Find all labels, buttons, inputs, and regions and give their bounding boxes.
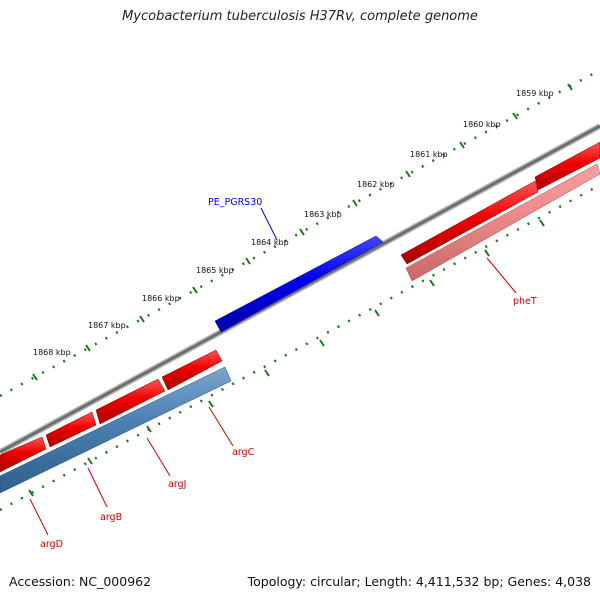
- minor-tick: [374, 309, 380, 317]
- forward-strand-features[interactable]: [214, 141, 600, 333]
- minor-tick: [484, 249, 490, 257]
- accession-text: Accession: NC_000962: [9, 574, 152, 589]
- tick-label: 1864 kbp: [251, 238, 289, 247]
- genome-backbone-core: [0, 124, 600, 454]
- gene-label-argd: argD: [40, 539, 63, 550]
- major-tick: [192, 286, 198, 294]
- tick-label: 1867 kbp: [88, 321, 126, 330]
- inner-tick-track: [0, 183, 600, 512]
- reverse-strand-features[interactable]: [0, 349, 223, 473]
- minor-tick: [539, 219, 545, 227]
- leader-argj: [146, 437, 171, 477]
- gene-label-phet: pheT: [513, 296, 537, 307]
- leader-phet: [486, 257, 517, 294]
- major-tick: [139, 315, 145, 323]
- leader-argb: [87, 467, 108, 508]
- major-tick: [512, 112, 518, 120]
- tick-label: 1865 kbp: [196, 266, 234, 275]
- map-title: Mycobacterium tuberculosis H37Rv, comple…: [122, 9, 478, 24]
- major-tick: [85, 344, 91, 352]
- tick-label: 1863 kbp: [304, 210, 342, 219]
- gene-feature-argj[interactable]: [95, 378, 166, 425]
- tick-label: 1861 kbp: [410, 150, 448, 159]
- tick-label: 1859 kbp: [516, 89, 554, 98]
- major-tick: [245, 257, 251, 265]
- tick-label: 1862 kbp: [357, 180, 395, 189]
- leader-pe_pgrs30: [260, 207, 278, 241]
- minor-tick: [264, 369, 270, 377]
- scale-labels: 1859 kbp 1860 kbp 1861 kbp 1862 kbp 1863…: [33, 89, 554, 357]
- tick-label: 1866 kbp: [142, 294, 180, 303]
- gene-feature-forward[interactable]: [534, 141, 600, 191]
- major-tick: [32, 373, 38, 381]
- minor-tick: [28, 489, 34, 497]
- minor-tick: [429, 279, 435, 287]
- gene-labels: PE_PGRS30 pheT argC argJ argB argD: [40, 197, 537, 550]
- genome-summary-text: Topology: circular; Length: 4,411,532 bp…: [247, 574, 591, 589]
- gene-feature-argb[interactable]: [45, 411, 97, 448]
- major-tick: [567, 83, 573, 91]
- leader-argd: [29, 498, 49, 536]
- minor-tick: [146, 425, 152, 433]
- major-tick: [299, 228, 305, 236]
- leader-argc: [208, 406, 234, 447]
- gene-feature-phet-partner[interactable]: [400, 180, 539, 265]
- gene-feature-pe_pgrs30[interactable]: [214, 235, 384, 333]
- gene-label-pe_pgrs30: PE_PGRS30: [208, 197, 262, 208]
- label-leaders: [29, 207, 517, 536]
- gene-label-argj: argJ: [168, 479, 186, 490]
- gene-feature-arg-operon-bar[interactable]: [0, 366, 232, 494]
- minor-tick: [319, 339, 325, 347]
- major-tick: [405, 170, 411, 178]
- major-tick: [459, 141, 465, 149]
- gene-feature-argc[interactable]: [161, 349, 223, 391]
- tick-label: 1868 kbp: [33, 348, 71, 357]
- outer-tick-track: [0, 68, 600, 398]
- gene-feature-phet[interactable]: [405, 163, 600, 282]
- gene-label-argb: argB: [100, 512, 122, 523]
- lower-feature-track[interactable]: [0, 163, 600, 494]
- tick-label: 1860 kbp: [463, 120, 501, 129]
- major-tick: [352, 199, 358, 207]
- gene-feature-argd[interactable]: [0, 436, 47, 473]
- minor-tick: [208, 400, 214, 408]
- minor-tick: [87, 457, 93, 465]
- gene-label-argc: argC: [232, 447, 255, 458]
